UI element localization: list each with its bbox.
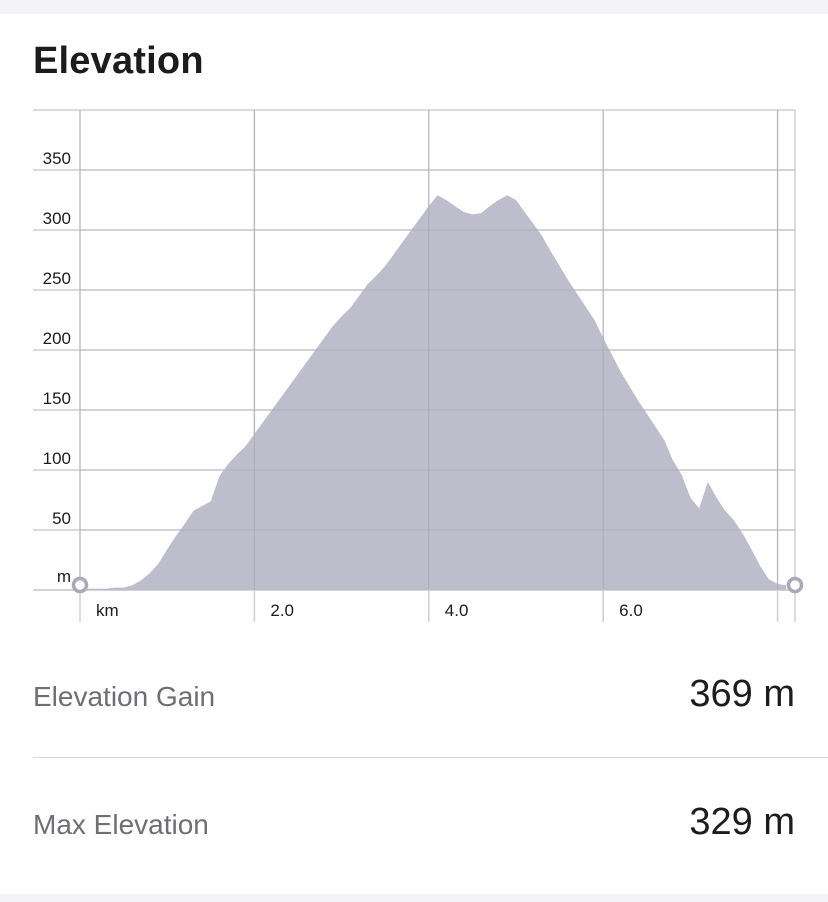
elevation-area-path (80, 195, 787, 590)
y-tick-label: 300 (43, 209, 71, 228)
y-tick-labels: 50 100 150 200 250 300 350 m (43, 149, 71, 586)
x-tick-label: 4.0 (445, 601, 469, 620)
elevation-area (79, 110, 795, 590)
x-tick-label: 2.0 (270, 601, 294, 620)
max-elevation-value: 329 m (689, 801, 795, 843)
y-tick-label: 100 (43, 449, 71, 468)
x-tick-labels: km 2.0 4.0 6.0 (96, 601, 643, 620)
max-elevation-row: Max Elevation 329 m (33, 797, 795, 857)
y-tick-label: 250 (43, 269, 71, 288)
y-unit-label: m (57, 567, 71, 586)
range-handles (71, 576, 804, 594)
y-tick-label: 50 (52, 509, 71, 528)
y-tick-label: 200 (43, 329, 71, 348)
max-elevation-label: Max Elevation (33, 809, 209, 840)
y-tick-label: 350 (43, 149, 71, 168)
x-tick-label: 6.0 (619, 601, 643, 620)
range-handle-end[interactable] (786, 576, 804, 594)
y-tick-label: 150 (43, 389, 71, 408)
x-tick-label: km (96, 601, 119, 620)
elevation-card: Elevation 50 100 150 200 250 300 350 m km 2.0 4.0… (0, 14, 828, 894)
elevation-gain-value: 369 m (689, 673, 795, 715)
elevation-gain-label: Elevation Gain (33, 681, 216, 712)
elevation-gain-row: Elevation Gain 369 m (33, 669, 795, 729)
elevation-title: Elevation (33, 40, 204, 82)
elevation-chart: 50 100 150 200 250 300 350 m km 2.0 4.0 6.0 (33, 109, 804, 622)
range-handle-start[interactable] (71, 576, 89, 594)
divider (33, 757, 828, 758)
